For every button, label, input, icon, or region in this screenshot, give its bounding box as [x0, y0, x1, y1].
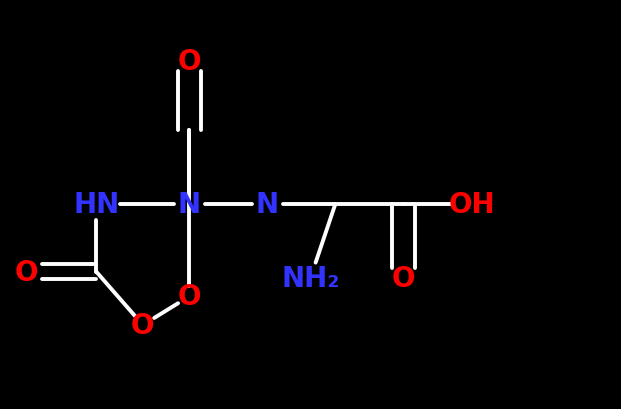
Text: HN: HN: [73, 191, 119, 218]
Text: N: N: [178, 191, 201, 218]
Text: O: O: [14, 258, 38, 286]
Text: O: O: [392, 264, 415, 292]
Text: N: N: [255, 191, 279, 218]
Text: O: O: [178, 47, 201, 75]
Text: O: O: [178, 283, 201, 310]
Text: OH: OH: [448, 191, 496, 218]
Text: O: O: [131, 311, 155, 339]
Text: NH₂: NH₂: [281, 264, 340, 292]
